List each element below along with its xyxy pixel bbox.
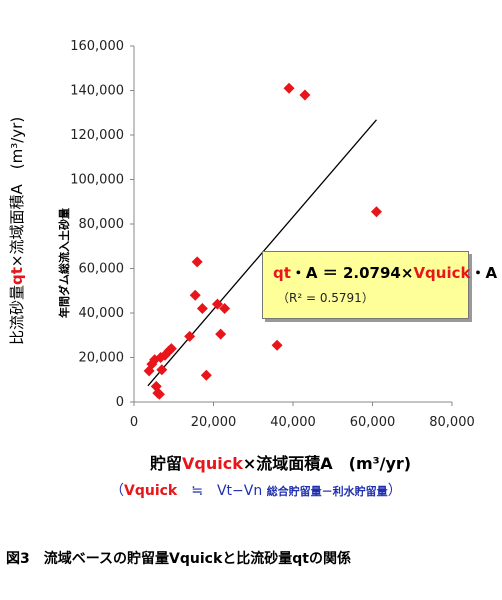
y-tick-label: 20,000	[79, 351, 125, 366]
x-tick-labels: 0 20,000 40,000 60,000 80,000	[130, 402, 475, 430]
figure-caption: 図3 流域ベースの貯留量Vquickと比流砂量qtの関係	[6, 551, 351, 567]
y-tick-label: 40,000	[79, 306, 125, 321]
x-tick-label: 60,000	[350, 415, 396, 430]
data-point	[211, 298, 223, 310]
data-point	[153, 388, 165, 400]
data-points	[143, 82, 382, 400]
y-tick-label: 100,000	[70, 173, 124, 188]
data-point	[165, 343, 177, 355]
y-tick-label: 60,000	[79, 262, 125, 277]
x-axis-label: 貯留Vquick×流域面積A (m³/yr)	[150, 454, 412, 473]
y-axis-sublabel: 年間ダム総流入土砂量	[58, 208, 71, 318]
data-point	[283, 82, 295, 94]
r-squared: （R² = 0.5791）	[277, 291, 374, 305]
regression-equation: qt・A ＝ 2.0794×Vquick・A	[273, 264, 498, 282]
data-point	[299, 89, 311, 101]
x-tick-label: 20,000	[191, 415, 237, 430]
data-point	[156, 364, 168, 376]
data-point	[196, 303, 208, 315]
x-tick-label: 0	[130, 415, 138, 430]
data-point	[191, 256, 203, 268]
definition-note: （Vquick ≒ Vt−Vn 総合貯留量－利水貯留量）	[110, 483, 402, 499]
y-tick-label: 0	[116, 395, 124, 410]
y-tick-label: 80,000	[79, 217, 125, 232]
data-point	[200, 369, 212, 381]
y-tick-label: 140,000	[70, 84, 124, 99]
data-point	[184, 330, 196, 342]
data-point	[215, 328, 227, 340]
x-tick-label: 40,000	[270, 415, 316, 430]
y-tick-labels: 0 20,000 40,000 60,000 80,000 100,000 120,000 1…	[70, 39, 134, 410]
data-point	[219, 303, 231, 315]
y-tick-label: 120,000	[70, 128, 124, 143]
y-tick-label: 160,000	[70, 39, 124, 54]
x-tick-label: 80,000	[429, 415, 475, 430]
regression-equation-box: qt・A ＝ 2.0794×Vquick・A （R² = 0.5791）	[262, 251, 497, 319]
axes	[133, 46, 452, 403]
data-point	[370, 206, 382, 218]
y-axis-label: 比流砂量qt×流域面積A (m³/yr)	[8, 116, 26, 345]
data-point	[271, 339, 283, 351]
data-point	[189, 289, 201, 301]
